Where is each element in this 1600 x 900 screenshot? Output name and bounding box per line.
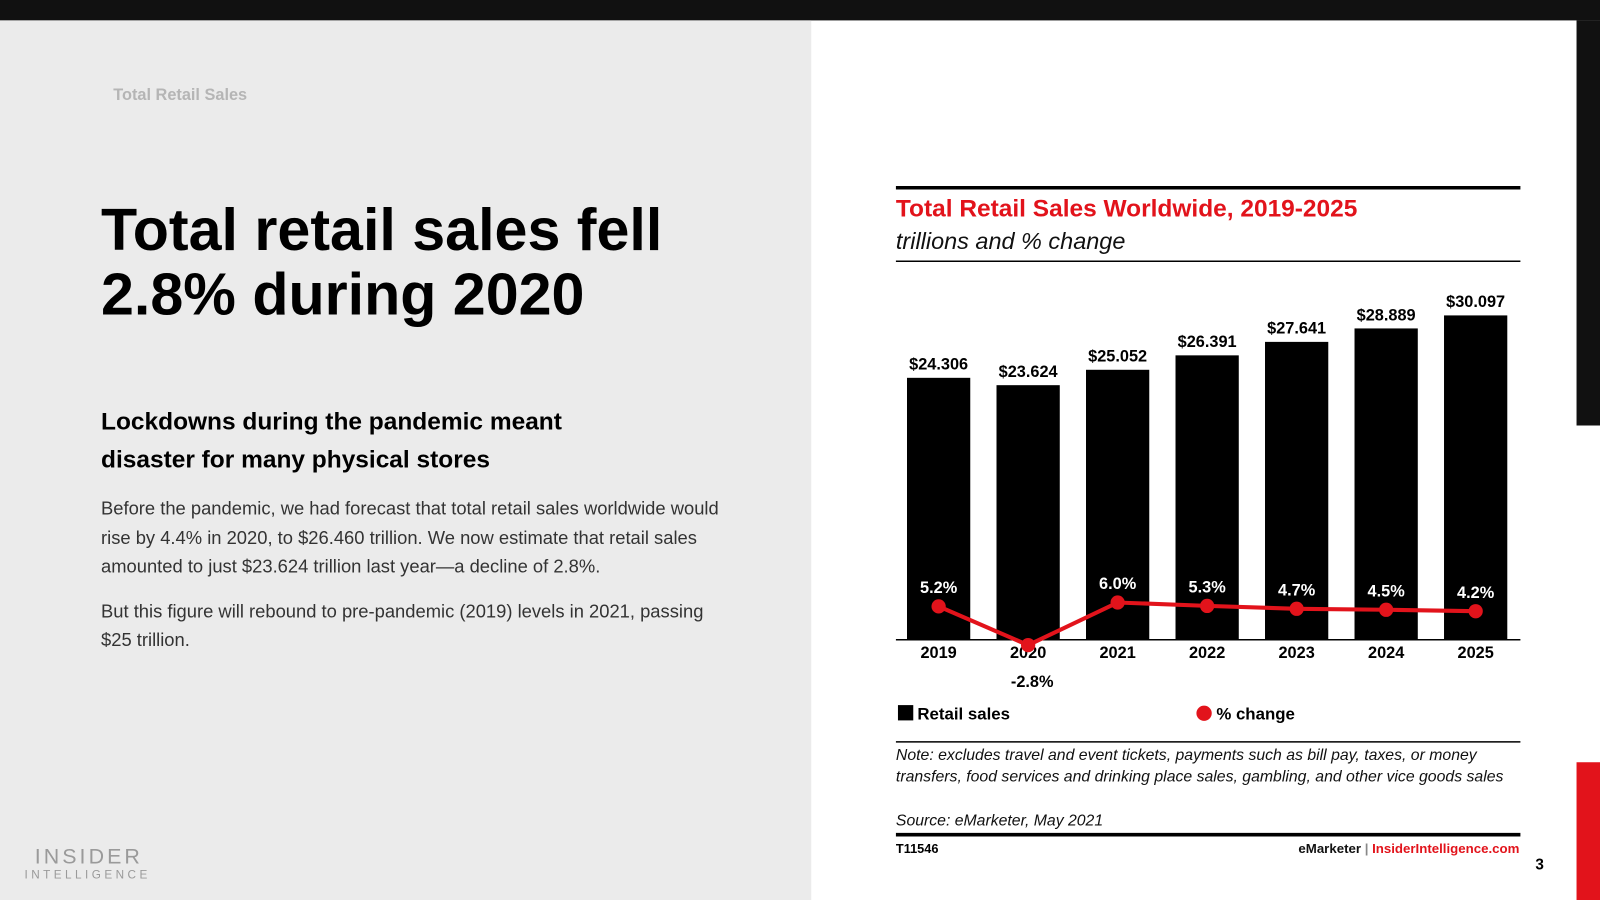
point <box>1289 601 1304 616</box>
x-tick-label: 2023 <box>1278 644 1314 662</box>
value-label: $23.624 <box>999 363 1058 381</box>
value-label: $28.889 <box>1357 306 1416 324</box>
paragraph: Before the pandemic, we had forecast tha… <box>101 497 719 577</box>
bar <box>1175 355 1239 640</box>
subheading: Lockdowns during the pandemic meant <box>101 409 562 436</box>
x-tick-label: 2025 <box>1458 644 1494 662</box>
site: InsiderIntelligence.com <box>1372 841 1519 856</box>
bar <box>1354 328 1418 640</box>
body-text: Before the pandemic, we had forecast tha… <box>101 497 719 650</box>
legend-label: Retail sales <box>917 704 1010 723</box>
legend-swatch <box>1196 705 1212 721</box>
subheading: disaster for many physical stores <box>101 446 490 473</box>
edge-strip-red <box>1576 762 1600 900</box>
heading: Total retail sales fell <box>101 196 662 263</box>
value-label: $27.641 <box>1267 320 1326 338</box>
value-label: 6.0% <box>1099 575 1137 593</box>
value-label: 5.2% <box>920 579 958 597</box>
legend-swatch <box>897 705 914 721</box>
separator: | <box>1365 841 1369 856</box>
x-tick-label: 2019 <box>920 644 956 662</box>
point <box>931 599 946 614</box>
value-label: 4.5% <box>1368 582 1406 600</box>
credit: eMarketer | InsiderIntelligence.com <box>1298 841 1519 856</box>
note: Note: excludes travel and event tickets,… <box>895 746 1504 786</box>
section-label: Total Retail Sales <box>113 86 247 104</box>
page-number: 3 <box>1535 856 1544 873</box>
value-label: $30.097 <box>1446 293 1505 311</box>
x-tick-label: 2022 <box>1189 644 1225 662</box>
value-label: -2.8% <box>1011 673 1054 691</box>
logo: INTELLIGENCE <box>24 869 150 882</box>
paragraph: But this figure will rebound to pre-pand… <box>101 600 704 650</box>
heading: 2.8% during 2020 <box>101 260 584 327</box>
value-label: 4.7% <box>1278 582 1316 600</box>
value-label: 5.3% <box>1189 579 1227 597</box>
bar <box>1265 341 1329 640</box>
brand: eMarketer <box>1298 841 1361 856</box>
value-label: $25.052 <box>1088 348 1147 366</box>
value-label: $24.306 <box>909 356 968 374</box>
point <box>1468 604 1483 619</box>
bar <box>1444 315 1508 640</box>
legend-label: % change <box>1216 704 1295 723</box>
bar <box>996 385 1060 640</box>
bar <box>906 377 971 640</box>
point <box>1379 602 1394 617</box>
x-tick-label: 2020 <box>1010 644 1046 662</box>
value-label: $26.391 <box>1178 333 1237 351</box>
logo: INSIDER <box>35 844 143 868</box>
point <box>1020 637 1036 653</box>
note-text: Note: excludes travel and event tickets,… <box>895 746 1504 786</box>
x-tick-label: 2024 <box>1368 644 1404 662</box>
source: Source: eMarketer, May 2021 <box>896 813 1103 830</box>
left-panel <box>0 20 812 900</box>
point <box>1200 598 1215 614</box>
bar <box>1086 369 1150 640</box>
top-bar <box>0 0 1600 21</box>
edge-strip <box>1576 20 1600 426</box>
value-label: 4.2% <box>1457 584 1495 602</box>
x-tick-label: 2021 <box>1099 644 1135 662</box>
chart-title: Total Retail Sales Worldwide, 2019-2025 <box>896 195 1357 222</box>
chart-subtitle: trillions and % change <box>896 228 1125 254</box>
point <box>1110 595 1125 610</box>
chart-id: T11546 <box>896 841 939 856</box>
